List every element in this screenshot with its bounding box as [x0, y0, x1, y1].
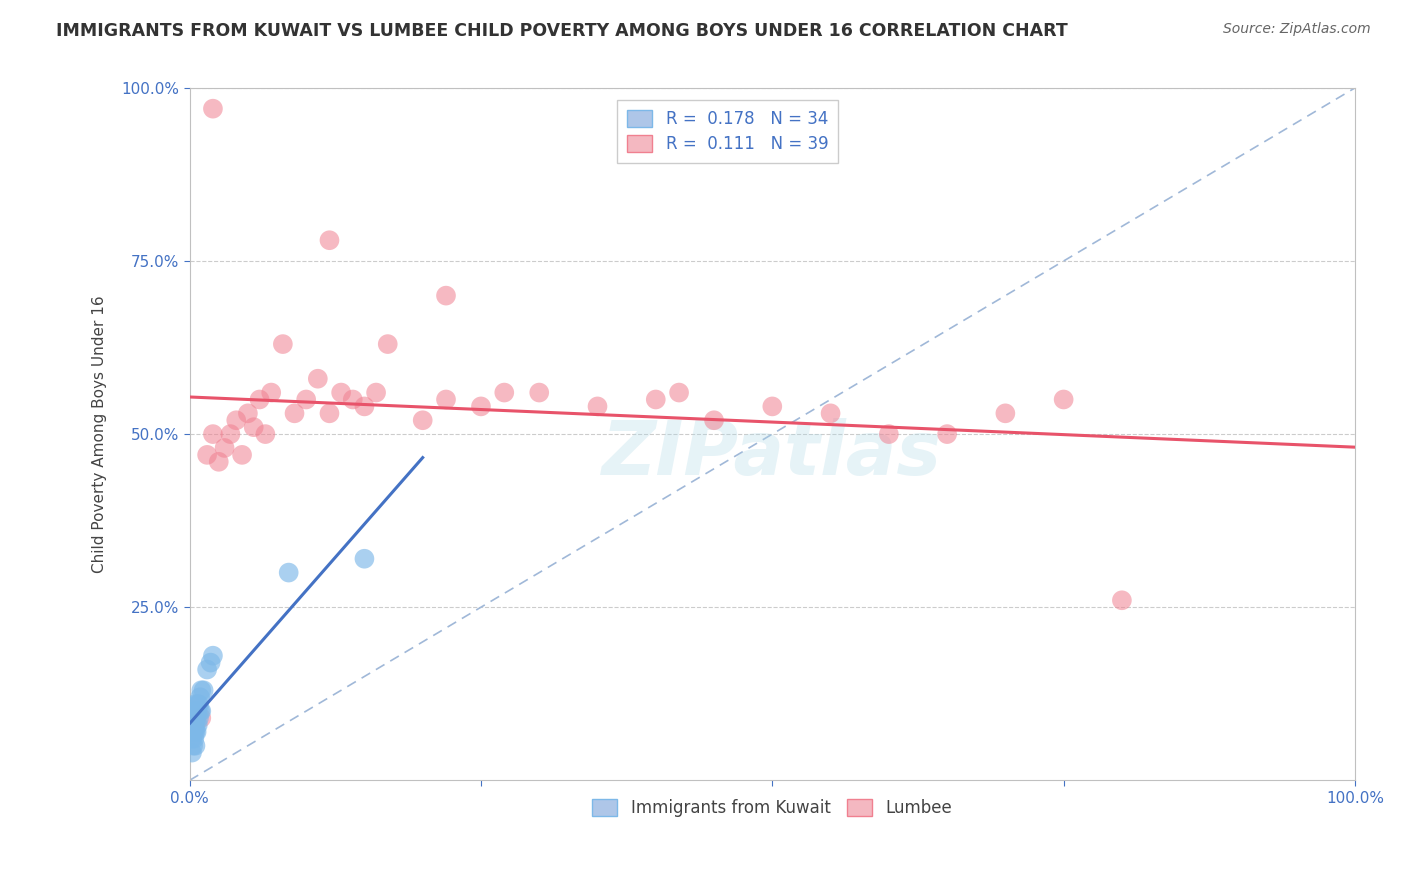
Point [201, 102, 224, 116]
Point [434, 288, 457, 302]
Point [208, 455, 231, 469]
Point [231, 448, 253, 462]
Point [644, 392, 666, 407]
Point [188, 697, 211, 711]
Point [529, 385, 551, 400]
Point [186, 724, 208, 739]
Point [184, 711, 207, 725]
Point [260, 385, 283, 400]
Point [1052, 392, 1074, 407]
Point [201, 427, 224, 442]
Point [183, 724, 205, 739]
Point [184, 739, 207, 753]
Point [181, 739, 204, 753]
Point [183, 718, 205, 732]
Point [412, 413, 434, 427]
Point [307, 372, 329, 386]
Point [330, 385, 353, 400]
Point [494, 385, 516, 400]
Point [820, 406, 842, 420]
Point [219, 427, 242, 442]
Point [184, 718, 207, 732]
Point [195, 663, 218, 677]
Point [242, 420, 264, 434]
Text: Source: ZipAtlas.com: Source: ZipAtlas.com [1223, 22, 1371, 37]
Point [187, 718, 209, 732]
Point [703, 413, 725, 427]
Point [181, 731, 204, 746]
Point [277, 566, 299, 580]
Text: IMMIGRANTS FROM KUWAIT VS LUMBEE CHILD POVERTY AMONG BOYS UNDER 16 CORRELATION C: IMMIGRANTS FROM KUWAIT VS LUMBEE CHILD P… [56, 22, 1069, 40]
Point [187, 697, 209, 711]
Point [342, 392, 364, 407]
Point [668, 385, 690, 400]
Point [470, 400, 492, 414]
Point [877, 427, 900, 442]
Point [187, 704, 209, 718]
Point [295, 392, 318, 407]
Point [190, 711, 212, 725]
Point [283, 406, 305, 420]
Point [188, 690, 211, 705]
Point [236, 406, 259, 420]
Point [183, 731, 205, 746]
Point [193, 683, 215, 698]
Point [586, 400, 609, 414]
Point [318, 233, 340, 247]
Point [190, 683, 212, 698]
Point [318, 406, 340, 420]
Point [761, 400, 783, 414]
Point [188, 704, 211, 718]
Point [225, 413, 247, 427]
Point [377, 337, 399, 351]
Point [186, 704, 208, 718]
Point [181, 718, 204, 732]
Legend: Immigrants from Kuwait, Lumbee: Immigrants from Kuwait, Lumbee [586, 792, 959, 824]
Point [353, 551, 375, 566]
Point [190, 704, 212, 718]
Point [188, 711, 211, 725]
Point [254, 427, 277, 442]
Point [186, 711, 208, 725]
Point [195, 448, 218, 462]
Point [181, 724, 204, 739]
Text: ZIPatlas: ZIPatlas [602, 418, 942, 491]
Point [184, 704, 207, 718]
Point [353, 400, 375, 414]
Point [271, 337, 294, 351]
Point [184, 724, 207, 739]
Y-axis label: Child Poverty Among Boys Under 16: Child Poverty Among Boys Under 16 [93, 295, 107, 573]
Point [249, 392, 271, 407]
Point [364, 385, 387, 400]
Point [183, 704, 205, 718]
Point [994, 406, 1017, 420]
Point [214, 441, 236, 455]
Point [200, 656, 222, 670]
Point [201, 648, 224, 663]
Point [181, 711, 204, 725]
Point [184, 697, 207, 711]
Point [936, 427, 959, 442]
Point [181, 746, 204, 760]
Point [434, 392, 457, 407]
Point [1111, 593, 1133, 607]
